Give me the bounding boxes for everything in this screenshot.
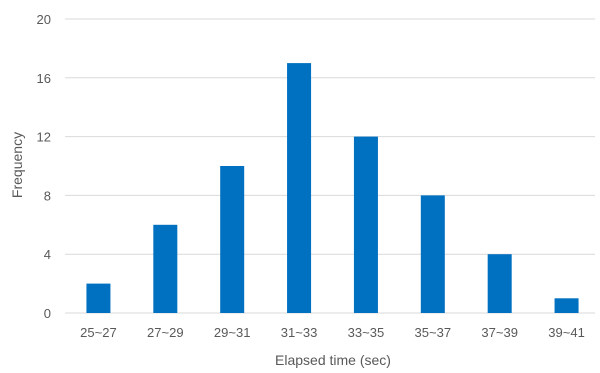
bar-31~33 (287, 63, 312, 313)
bar-37~39 (487, 254, 512, 313)
x-tick-label: 29~31 (214, 325, 251, 340)
y-axis-ticks: 0 4 8 12 16 20 (37, 12, 51, 321)
y-tick-label: 16 (37, 71, 51, 86)
y-tick-label: 20 (37, 12, 51, 27)
y-tick-label: 0 (44, 306, 51, 321)
bar-33~35 (353, 136, 378, 313)
x-tick-label: 33~35 (348, 325, 385, 340)
y-axis-label: Frequency (9, 132, 25, 198)
bar-35~37 (420, 195, 445, 313)
y-tick-label: 4 (44, 247, 51, 262)
y-tick-label: 8 (44, 188, 51, 203)
bar-39~41 (554, 298, 579, 313)
bars (86, 63, 579, 313)
x-tick-label: 27~29 (147, 325, 184, 340)
y-tick-label: 12 (37, 130, 51, 145)
x-tick-label: 31~33 (281, 325, 318, 340)
bar-27~29 (153, 224, 178, 313)
x-tick-label: 35~37 (415, 325, 452, 340)
x-tick-label: 37~39 (481, 325, 518, 340)
bar-25~27 (86, 283, 111, 313)
x-axis-ticks: 25~27 27~29 29~31 31~33 33~35 35~37 37~39 39~41 (80, 325, 585, 340)
x-tick-label: 25~27 (80, 325, 117, 340)
bar-29~31 (220, 166, 245, 313)
x-axis-label: Elapsed time (sec) (275, 352, 391, 368)
x-tick-label: 39~41 (548, 325, 585, 340)
grid-lines (65, 18, 595, 314)
